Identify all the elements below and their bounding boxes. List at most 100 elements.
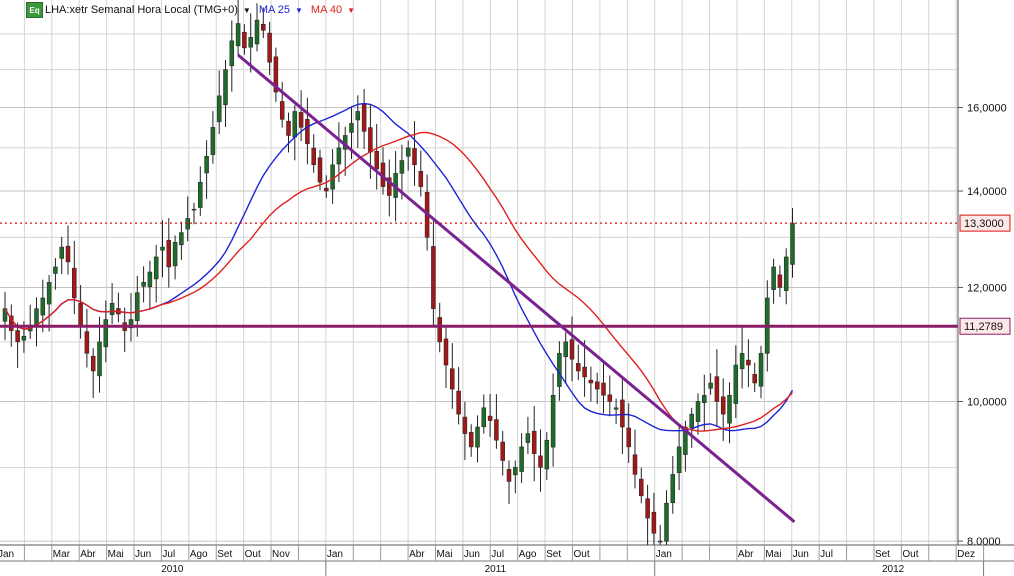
x-month-label: Jan [327,549,343,560]
candle-body [500,441,505,461]
candle-body [412,148,417,166]
candle-body [399,160,405,174]
candle-body [273,56,279,93]
candle-body [147,271,153,287]
equity-badge[interactable]: Eq [26,2,43,18]
ma25-dropdown-icon[interactable]: ▼ [295,5,303,15]
candle-body [405,147,411,157]
x-month-label: Set [875,549,890,560]
candle-body [286,120,291,136]
candle [695,393,701,435]
candle [261,7,266,39]
candle [538,429,543,492]
ma40-line [4,131,794,432]
candle-body [53,266,58,274]
candlestick-series [2,0,795,554]
candle-body [695,401,701,422]
candle [758,345,764,399]
candle [563,332,568,384]
candle [468,424,474,457]
candle-body [254,19,260,45]
candle [405,140,411,171]
candle-body [576,363,581,372]
candle [84,308,90,368]
x-month-label: Mai [108,549,124,560]
candle [40,279,46,333]
candle-body [563,341,568,357]
candle-body [368,127,373,153]
candle [15,322,20,368]
x-month-label: Jun [464,549,480,560]
candle [279,81,285,128]
candle-body [752,373,757,384]
candle [46,274,52,332]
candle-body [210,127,216,155]
candle-body [242,31,247,49]
candle [160,220,165,278]
candle-body [550,395,556,448]
candle [242,24,247,55]
candle-body [607,394,613,402]
x-month-label: Nov [272,549,290,560]
candle-body [569,339,575,360]
candle [513,460,518,494]
support-price-box [959,317,1011,335]
x-month-label: Mai [436,549,452,560]
candle [53,258,58,290]
candle-body [185,218,190,230]
candle-body [777,274,783,288]
ma40-legend[interactable]: MA 40 [310,4,343,16]
candle [601,360,606,414]
symbol-title: LHA:xetr Semanal Hora Local (TMG+0) [45,4,238,16]
candle [582,340,587,397]
candle [620,377,625,455]
candle-body [40,297,46,316]
candle-body [349,123,354,133]
candle-body [330,164,335,190]
candle [475,415,480,463]
candle-body [487,415,493,421]
x-month-label: Out [574,549,590,560]
candle-body [676,446,682,474]
candle-body [34,308,39,326]
candle-body [739,353,745,370]
candle [431,219,436,327]
candle [103,300,109,363]
candle [576,344,581,381]
candle-body [78,302,83,326]
candle [777,265,783,297]
y-tick-label: 12,0000 [967,282,1007,294]
last-price-label: 13,3000 [964,218,1004,230]
candle-body [513,467,518,476]
candle-body [2,308,8,322]
ma40-dropdown-icon[interactable]: ▼ [347,5,356,15]
candle-body [639,478,644,497]
ma25-legend[interactable]: MA 25 [258,4,290,16]
candle [456,367,461,425]
candle [450,343,455,409]
candle-body [645,498,650,519]
candle [273,47,279,102]
candle [216,70,222,135]
candle-body [689,413,694,429]
candle-body [179,232,184,246]
candle [443,327,449,388]
candle-body [670,474,676,503]
candle-body [494,419,499,441]
candle-body [153,256,159,280]
candle-body [248,37,253,48]
candle [153,244,159,303]
candle [613,398,619,424]
candle-body [790,222,795,265]
candle [790,208,795,278]
candle [147,260,153,310]
candle [783,248,789,305]
symbol-dropdown-icon[interactable]: ▼ [242,5,251,15]
x-month-label: Abr [409,549,425,560]
candle [418,150,424,197]
candle-body [109,303,115,315]
candle-body [204,156,209,174]
candle [670,455,676,514]
candle [204,140,209,199]
